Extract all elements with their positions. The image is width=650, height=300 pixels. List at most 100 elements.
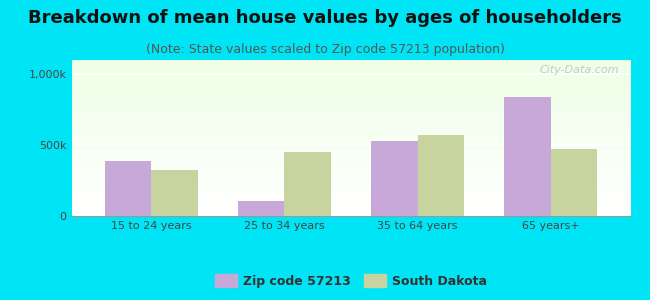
Bar <box>72 74 630 76</box>
Bar <box>72 188 630 190</box>
Bar <box>72 180 630 182</box>
Bar <box>72 141 630 143</box>
Bar <box>72 125 630 127</box>
Bar <box>72 214 630 216</box>
Text: Breakdown of mean house values by ages of householders: Breakdown of mean house values by ages o… <box>28 9 622 27</box>
Bar <box>72 144 630 146</box>
Bar <box>72 158 630 160</box>
Bar <box>417 135 464 216</box>
Bar <box>72 172 630 174</box>
Bar <box>151 170 198 216</box>
Bar <box>72 124 630 125</box>
Bar <box>72 174 630 176</box>
Bar <box>371 141 417 216</box>
Bar <box>72 146 630 147</box>
Bar <box>72 127 630 129</box>
Bar <box>72 65 630 66</box>
Bar <box>72 202 630 203</box>
Bar <box>72 154 630 155</box>
Bar <box>72 122 630 124</box>
Bar <box>72 98 630 99</box>
Bar <box>72 79 630 80</box>
Bar <box>72 69 630 71</box>
Bar <box>72 96 630 98</box>
Bar <box>72 171 630 172</box>
Bar <box>72 85 630 86</box>
Bar <box>72 133 630 135</box>
Bar <box>72 71 630 73</box>
Bar <box>72 168 630 169</box>
Bar <box>72 213 630 214</box>
Bar <box>72 63 630 65</box>
Bar <box>72 112 630 113</box>
Bar <box>72 178 630 180</box>
Bar <box>72 108 630 110</box>
Bar <box>238 201 285 216</box>
Text: (Note: State values scaled to Zip code 57213 population): (Note: State values scaled to Zip code 5… <box>146 44 504 56</box>
Bar <box>72 73 630 74</box>
Bar <box>72 104 630 105</box>
Bar <box>72 205 630 207</box>
Bar <box>72 118 630 119</box>
Bar <box>72 186 630 188</box>
Bar <box>72 102 630 104</box>
Bar <box>72 161 630 163</box>
Bar <box>72 138 630 140</box>
Bar <box>72 207 630 208</box>
Bar <box>72 166 630 168</box>
Text: City-Data.com: City-Data.com <box>540 65 619 75</box>
Bar <box>72 182 630 183</box>
Bar <box>72 210 630 211</box>
Bar <box>72 113 630 115</box>
Bar <box>72 121 630 122</box>
Bar <box>72 66 630 68</box>
Bar <box>72 116 630 118</box>
Bar <box>72 91 630 93</box>
Bar <box>72 77 630 79</box>
Bar <box>72 68 630 69</box>
Bar <box>72 107 630 108</box>
Bar <box>72 155 630 157</box>
Bar <box>72 194 630 196</box>
Bar <box>72 199 630 200</box>
Bar <box>72 160 630 161</box>
Bar <box>72 196 630 197</box>
Bar <box>72 132 630 133</box>
Bar <box>72 86 630 88</box>
Bar <box>72 211 630 213</box>
Bar <box>72 152 630 154</box>
Bar <box>72 105 630 107</box>
Bar <box>72 190 630 191</box>
Bar <box>72 93 630 94</box>
Bar <box>72 183 630 185</box>
Bar <box>72 83 630 85</box>
Bar <box>72 129 630 130</box>
Legend: Zip code 57213, South Dakota: Zip code 57213, South Dakota <box>209 269 493 293</box>
Bar <box>72 90 630 91</box>
Bar <box>72 203 630 205</box>
Bar <box>551 148 597 216</box>
Bar <box>72 110 630 112</box>
Bar <box>285 152 331 216</box>
Bar <box>72 140 630 141</box>
Bar <box>72 208 630 210</box>
Bar <box>72 115 630 116</box>
Bar <box>72 130 630 132</box>
Bar <box>72 191 630 193</box>
Bar <box>72 200 630 202</box>
Bar <box>72 151 630 152</box>
Bar <box>72 119 630 121</box>
Bar <box>72 135 630 136</box>
Bar <box>72 177 630 178</box>
Bar <box>72 149 630 151</box>
Bar <box>72 164 630 166</box>
Bar <box>72 100 630 102</box>
Bar <box>72 88 630 90</box>
Bar <box>72 193 630 194</box>
Bar <box>72 136 630 138</box>
Bar <box>105 161 151 216</box>
Bar <box>72 147 630 149</box>
Bar <box>72 163 630 164</box>
Bar <box>72 99 630 100</box>
Bar <box>72 143 630 144</box>
